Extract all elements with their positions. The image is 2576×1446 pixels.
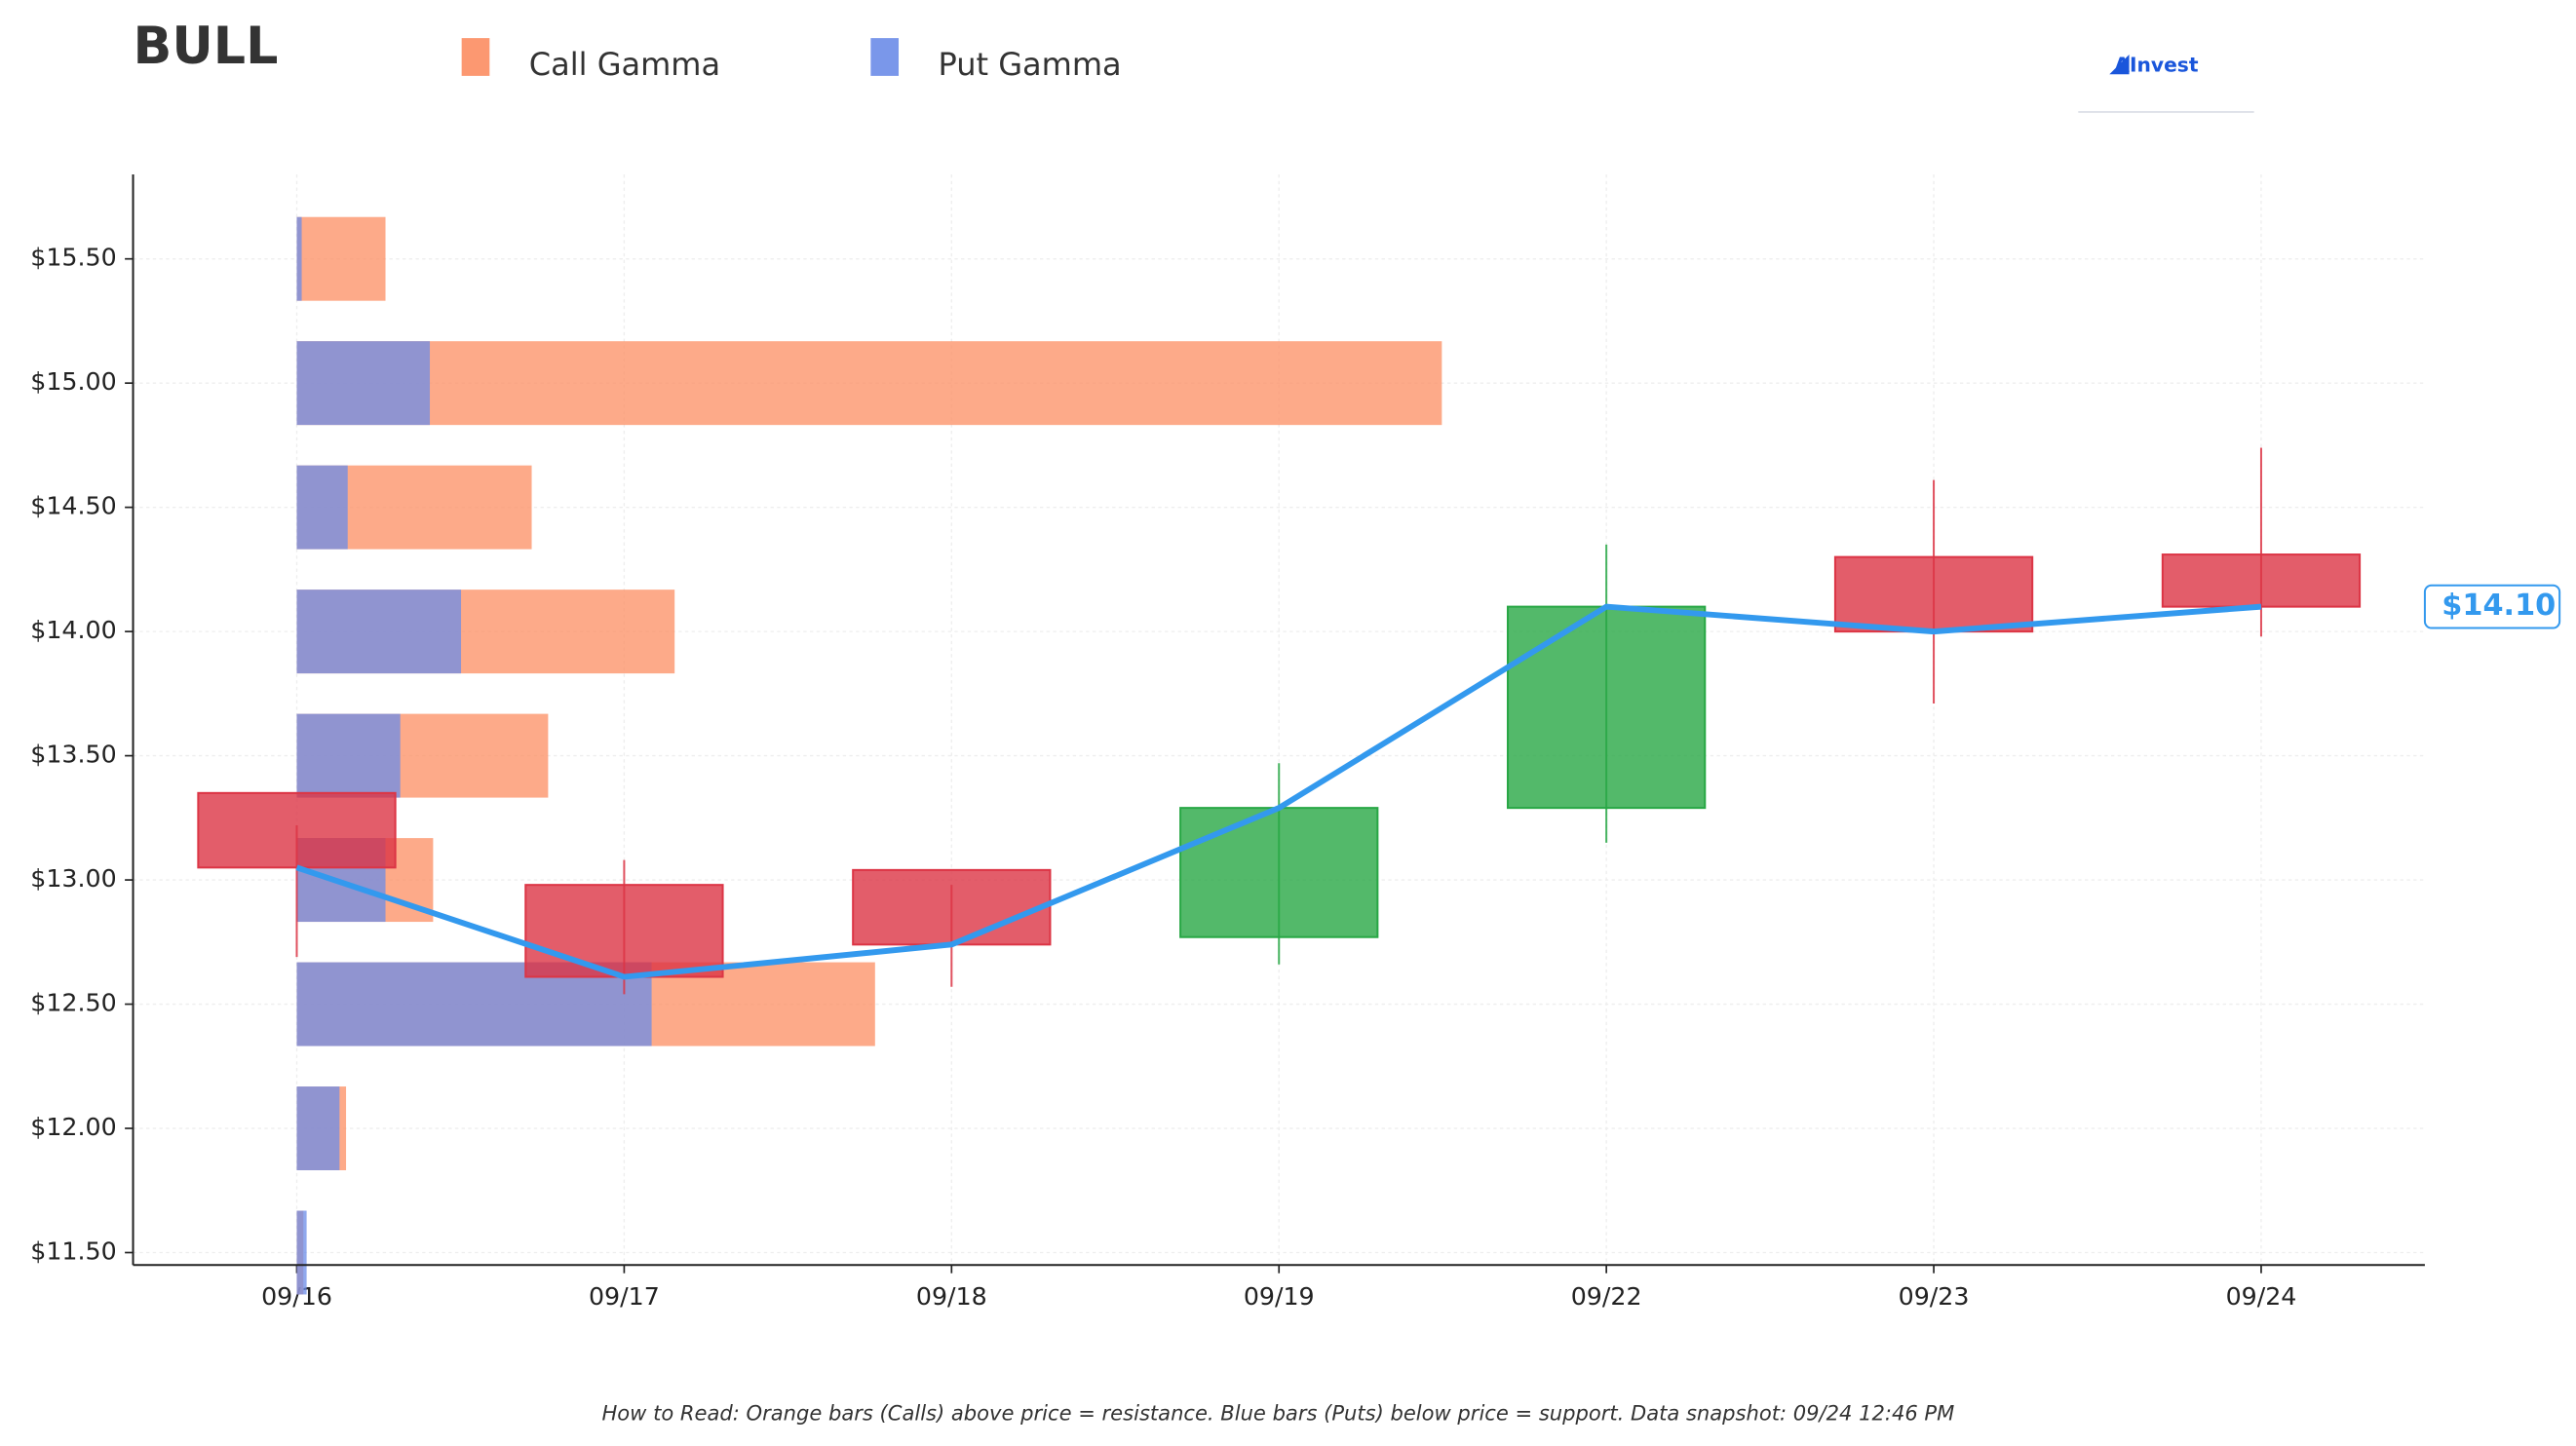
candle-body — [2161, 553, 2362, 608]
gamma-bar — [296, 216, 302, 301]
legend-label: Put Gamma — [938, 46, 1121, 83]
gamma-bar — [296, 341, 1442, 426]
candle-body — [1506, 605, 1707, 810]
chart-title: BULL — [134, 18, 279, 76]
brand-logo: AInvest — [2078, 53, 2254, 113]
y-tick-label: $14.50 — [30, 492, 116, 520]
x-tick-label: 09/19 — [1244, 1282, 1315, 1311]
x-tick-label: 09/22 — [1571, 1282, 1642, 1311]
gamma-bar — [296, 1210, 307, 1295]
x-tick-label: 09/18 — [916, 1282, 987, 1311]
x-tick-label: 09/23 — [1899, 1282, 1970, 1311]
candle-body — [1833, 555, 2034, 633]
y-tick-label: $15.00 — [30, 367, 116, 396]
gamma-bar — [296, 341, 431, 426]
x-tick-label: 09/24 — [2226, 1282, 2297, 1311]
legend-swatch — [461, 38, 490, 76]
y-tick-label: $15.50 — [30, 244, 116, 272]
candle-body — [524, 884, 724, 978]
logo-text: AInvest — [2114, 53, 2198, 76]
legend-label: Call Gamma — [529, 46, 720, 83]
candle-body — [197, 791, 397, 869]
close-line — [295, 603, 2262, 980]
gamma-bar — [296, 1086, 340, 1171]
gamma-bar — [296, 216, 386, 301]
candle-body — [1179, 807, 1379, 938]
candle-body — [852, 868, 1052, 946]
y-tick-label: $12.00 — [30, 1113, 116, 1141]
footnote: How to Read: Orange bars (Calls) above p… — [601, 1401, 1954, 1426]
y-tick-label: $11.50 — [30, 1237, 116, 1265]
legend-swatch — [870, 38, 900, 76]
price-label-box — [2423, 584, 2561, 629]
gamma-bar — [296, 465, 348, 550]
price-label: $14.10 — [2441, 589, 2556, 623]
y-tick-label: $13.00 — [30, 864, 116, 893]
gamma-bar — [296, 590, 462, 674]
gamma-bar — [296, 713, 401, 798]
y-tick-label: $14.00 — [30, 616, 116, 644]
y-tick-label: $12.50 — [30, 989, 116, 1017]
x-tick-label: 09/17 — [589, 1282, 660, 1311]
y-tick-label: $13.50 — [30, 741, 116, 769]
